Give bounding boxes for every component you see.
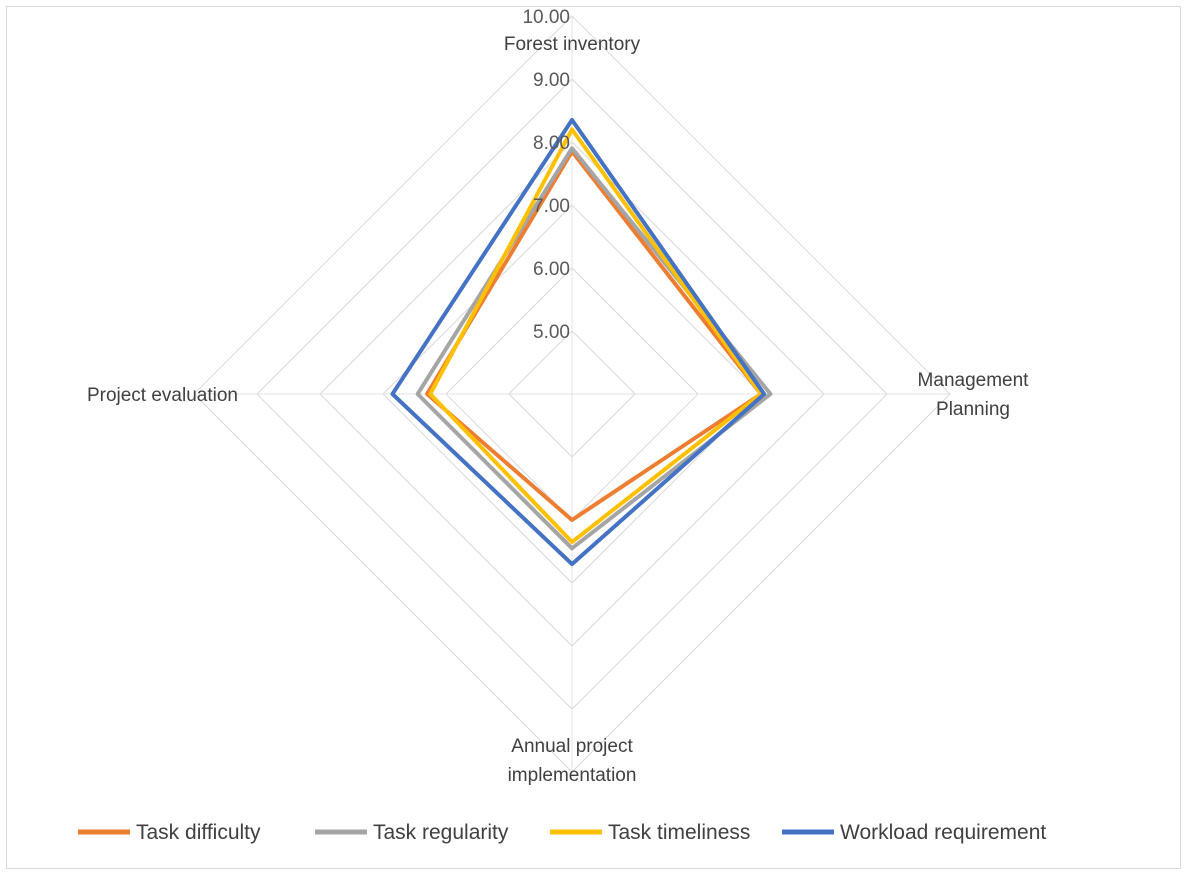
series-line-task-timeliness — [428, 127, 763, 545]
legend-label: Task regularity — [373, 821, 509, 844]
legend-label: Task difficulty — [136, 821, 261, 844]
tick-label: 10.00 — [522, 7, 570, 28]
legend: Task difficulty Task regularity Task timel… — [78, 821, 1046, 844]
series-lines — [390, 117, 773, 567]
series-line-workload-requirement — [390, 117, 767, 567]
category-label: Project evaluation — [87, 385, 238, 406]
tick-label: 8.00 — [533, 133, 570, 154]
tick-label: 6.00 — [533, 259, 570, 280]
category-label: Forest inventory — [504, 34, 641, 55]
category-label: Annual project implementation — [508, 736, 637, 786]
legend-label: Workload requirement — [840, 821, 1046, 844]
category-label: Management Planning — [918, 370, 1030, 420]
series-line-task-regularity — [415, 146, 773, 551]
tick-label: 9.00 — [533, 70, 570, 91]
tick-label: 5.00 — [533, 322, 570, 343]
tick-labels: 5.00 6.00 7.00 8.00 9.00 10.00 — [522, 7, 570, 343]
series-line-task-difficulty — [425, 149, 763, 522]
tick-label: 7.00 — [533, 196, 570, 217]
legend-label: Task timeliness — [608, 821, 750, 844]
category-labels: Forest inventory Management Planning Annual… — [87, 34, 1029, 786]
